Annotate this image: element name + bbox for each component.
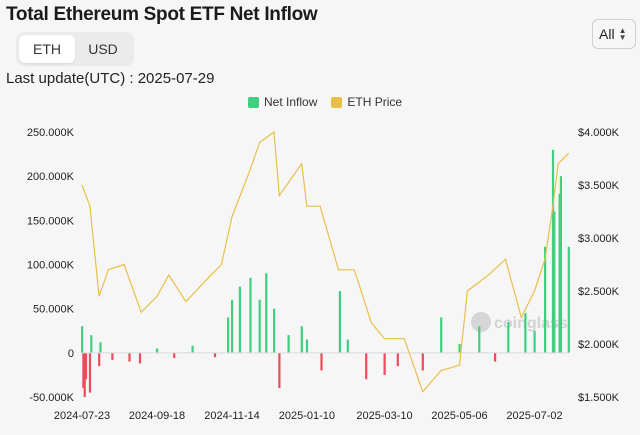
inflow-bar — [84, 352, 88, 380]
inflow-bar — [320, 352, 323, 371]
inflow-bar — [273, 308, 276, 353]
y-axis-right-ticks: $1.500K $2.000K $2.500K $3.000K $3.500K $4.00… — [578, 127, 620, 404]
y-right-tick-label: $2.500K — [578, 286, 620, 298]
x-tick-label: 2025-03-10 — [356, 410, 412, 422]
y-left-tick-label: 50.000K — [33, 304, 75, 316]
inflow-bar — [421, 352, 424, 371]
legend-swatch-net-inflow — [248, 96, 259, 108]
inflow-bar — [551, 149, 555, 353]
y-left-tick-label: 150.000K — [27, 215, 75, 227]
watermark: coinglass — [471, 312, 568, 332]
inflow-bar — [440, 317, 443, 353]
inflow-bar — [249, 277, 252, 353]
y-left-tick-label: -50.000K — [29, 392, 74, 404]
inflow-bar — [396, 352, 399, 367]
inflow-bar — [111, 352, 114, 360]
inflow-bar — [191, 345, 194, 353]
inflow-bar — [544, 246, 547, 353]
inflow-bar — [338, 291, 341, 353]
inflow-bar — [231, 299, 234, 353]
range-select-value: All — [599, 26, 615, 42]
inflow-bar — [524, 313, 527, 353]
inflow-bar — [98, 352, 101, 367]
inflow-bar — [305, 339, 309, 353]
range-select[interactable]: All ▲ ▼ — [592, 19, 636, 49]
unit-toggle: ETH USD — [16, 32, 134, 66]
inflow-bar — [227, 317, 230, 353]
inflow-bar — [258, 299, 261, 353]
y-right-tick-label: $4.000K — [578, 127, 620, 139]
inflow-bar — [99, 342, 102, 353]
x-tick-label: 2025-07-02 — [506, 410, 562, 422]
inflow-bar — [383, 352, 386, 375]
inflow-bar — [156, 348, 159, 353]
last-update: Last update(UTC) : 2025-07-29 — [6, 70, 215, 87]
inflow-bar — [533, 330, 536, 353]
y-left-tick-label: 250.000K — [27, 127, 75, 139]
y-right-tick-label: $1.500K — [578, 392, 620, 404]
y-left-tick-label: 200.000K — [27, 171, 75, 183]
inflow-bar — [478, 326, 481, 353]
eth-price-line — [81, 130, 570, 393]
inflow-bar — [494, 352, 497, 362]
inflow-bar — [213, 352, 217, 358]
y-right-tick-label: $2.000K — [578, 339, 620, 351]
inflow-bar — [559, 176, 562, 353]
legend-item-net-inflow[interactable]: Net Inflow — [248, 95, 317, 109]
inflow-bar — [365, 352, 368, 380]
inflow-bar — [553, 211, 556, 353]
y-left-tick-label: 0 — [68, 348, 74, 360]
chart-legend: Net Inflow ETH Price — [248, 95, 402, 109]
inflow-bar — [300, 326, 303, 353]
net-inflow-bars — [81, 149, 570, 397]
inflow-bar — [138, 352, 142, 364]
inflow-bar — [90, 335, 93, 353]
x-axis-ticks: 2024-07-23 2024-09-18 2024-11-14 2025-01-10… — [54, 410, 563, 422]
x-tick-label: 2024-09-18 — [129, 410, 185, 422]
x-tick-label: 2025-05-06 — [431, 410, 487, 422]
inflow-bar — [81, 326, 84, 353]
inflow-bar — [128, 352, 131, 362]
y-right-tick-label: $3.000K — [578, 233, 620, 245]
inflow-bar — [567, 246, 570, 353]
legend-swatch-eth-price — [331, 96, 343, 108]
inflow-bar — [278, 352, 281, 389]
inflow-bar — [82, 352, 85, 389]
inflow-bar — [287, 335, 290, 353]
watermark-logo-icon — [471, 312, 491, 332]
inflow-bar — [346, 339, 349, 353]
legend-label-eth-price: ETH Price — [347, 95, 403, 109]
inflow-bar — [173, 352, 176, 359]
page-title: Total Ethereum Spot ETF Net Inflow — [6, 4, 318, 25]
unit-eth-button[interactable]: ETH — [19, 35, 75, 63]
inflow-bar — [83, 352, 86, 397]
x-tick-label: 2025-01-10 — [279, 410, 335, 422]
legend-label-net-inflow: Net Inflow — [264, 95, 318, 109]
inflow-bar — [507, 321, 510, 353]
y-left-tick-label: 100.000K — [27, 260, 75, 272]
watermark-text: coinglass — [494, 315, 568, 332]
x-tick-label: 2024-07-23 — [54, 410, 110, 422]
inflow-bar — [88, 352, 92, 393]
y-right-tick-label: $3.500K — [578, 180, 620, 192]
x-tick-label: 2024-11-14 — [204, 410, 259, 422]
inflow-bar — [558, 193, 561, 353]
y-axis-left-ticks: -50.000K 0 50.000K 100.000K 150.000K 200.000K… — [27, 127, 75, 404]
unit-usd-button[interactable]: USD — [88, 41, 118, 57]
chevron-updown-icon: ▲ ▼ — [618, 26, 627, 42]
inflow-bar — [458, 344, 461, 353]
inflow-bar — [265, 273, 268, 353]
inflow-bar — [238, 286, 241, 353]
legend-item-eth-price[interactable]: ETH Price — [331, 95, 402, 109]
